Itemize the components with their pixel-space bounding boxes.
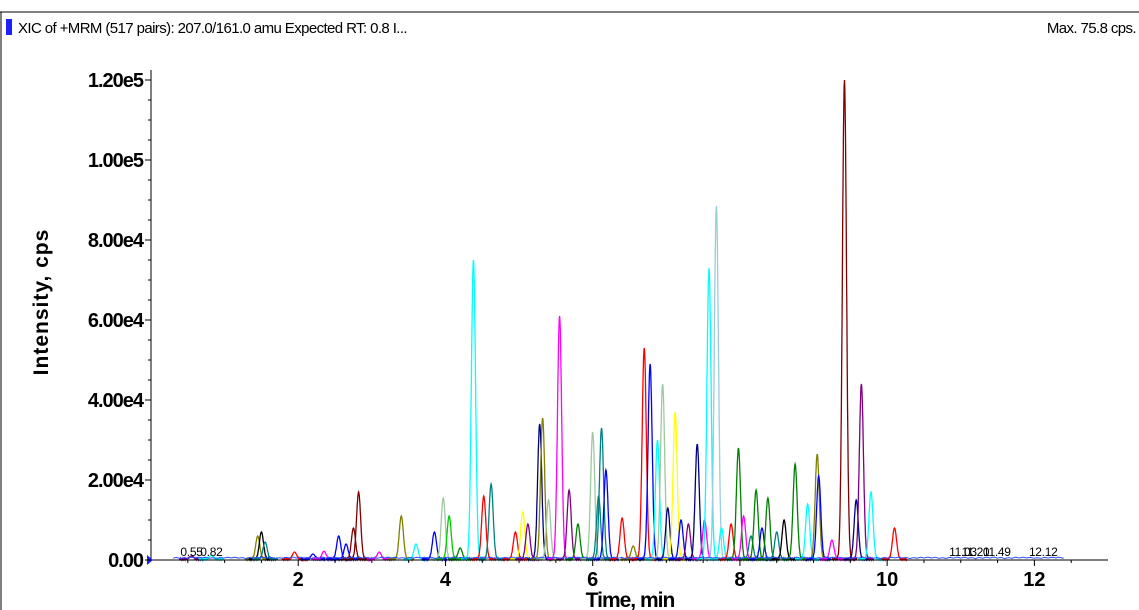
y-tick-label: 1.00e5 bbox=[88, 150, 144, 172]
peak-trace bbox=[848, 383, 875, 562]
rt-label: 0.55 bbox=[180, 545, 203, 559]
x-axis-title: Time, min bbox=[586, 589, 675, 610]
x-tick-label: 10 bbox=[876, 569, 898, 591]
peak-trace bbox=[421, 531, 448, 563]
x-tick-label: 12 bbox=[1023, 569, 1045, 591]
rt-label: 12.12 bbox=[1029, 545, 1058, 559]
rt-label: 11.49 bbox=[983, 545, 1011, 559]
peak-trace bbox=[579, 431, 606, 563]
peak-trace bbox=[502, 530, 529, 562]
peak-trace bbox=[478, 481, 505, 562]
x-tick-label: 2 bbox=[293, 569, 304, 591]
peak-trace bbox=[881, 527, 908, 562]
y-tick-label: 2.00e4 bbox=[88, 470, 145, 492]
peak-trace bbox=[198, 554, 225, 562]
y-axis-title: Intensity, cps bbox=[30, 229, 53, 376]
max-intensity-label: Max. 75.8 cps. bbox=[1047, 20, 1136, 37]
y-tick-label: 4.00e4 bbox=[88, 390, 145, 412]
peak-trace bbox=[366, 551, 393, 562]
chromatogram-traces bbox=[172, 79, 1064, 563]
peak-trace bbox=[794, 502, 821, 562]
rt-label: 11.03 bbox=[949, 545, 977, 559]
rt-label: 0.82 bbox=[200, 545, 223, 559]
x-tick-label: 4 bbox=[440, 569, 452, 591]
peak-trace bbox=[447, 547, 474, 563]
axis-ticks: 2 4 6 8 10 12 0.00 2.00e4 4.00e4 6.00e4 8.00e4 1.00… bbox=[88, 70, 1072, 591]
peak-trace bbox=[703, 205, 730, 563]
y-tick-label: 0.00 bbox=[108, 550, 144, 572]
peak-trace bbox=[831, 79, 858, 562]
y-tick-label: 6.00e4 bbox=[88, 310, 145, 332]
baseline-trace bbox=[172, 556, 1064, 560]
peak-trace bbox=[430, 496, 457, 562]
peak-trace bbox=[388, 514, 415, 562]
peak-trace bbox=[609, 516, 636, 563]
y-tick-label: 8.00e4 bbox=[88, 230, 145, 252]
chart-title: XIC of +MRM (517 pairs): 207.0/161.0 amu… bbox=[18, 20, 407, 37]
rt-label: 11.20 bbox=[962, 545, 990, 559]
trace-color-marker bbox=[6, 19, 12, 35]
plot-axes bbox=[0, 11, 1139, 610]
peak-trace bbox=[857, 490, 884, 562]
peak-trace bbox=[763, 531, 790, 562]
peak-trace bbox=[556, 488, 583, 562]
y-tick-label: 1.20e5 bbox=[88, 70, 144, 92]
peak-trace bbox=[782, 461, 808, 562]
peak-trace bbox=[252, 541, 279, 562]
x-tick-label: 8 bbox=[734, 569, 745, 591]
x-tick-label: 6 bbox=[587, 569, 598, 591]
